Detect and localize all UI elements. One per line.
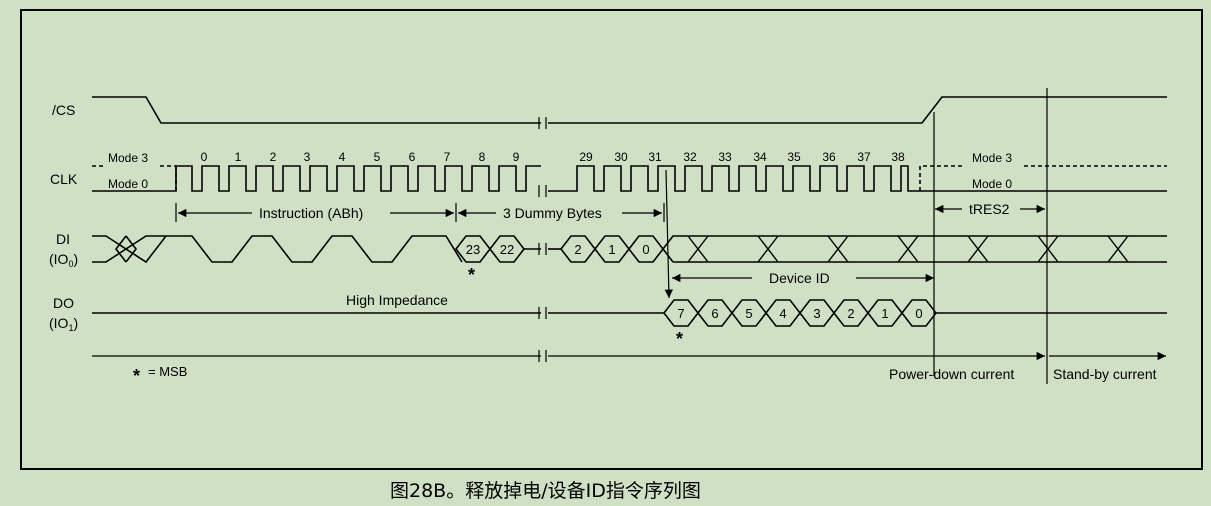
di-bit-label: 0 xyxy=(642,242,649,257)
clk-num: 6 xyxy=(409,150,416,164)
mode3-right: Mode 3 xyxy=(972,151,1012,165)
di-bit-label: 23 xyxy=(466,242,480,257)
msb-asterisk-do: * xyxy=(676,329,683,349)
do-bit-label: 4 xyxy=(779,306,786,321)
clk-waveform-right xyxy=(548,165,1167,192)
do-io-label: (IO1) xyxy=(49,315,78,333)
diagram-frame xyxy=(20,9,1203,470)
do-label: DO xyxy=(53,295,74,311)
clk-num: 9 xyxy=(513,150,520,164)
do-bit-label: 6 xyxy=(711,306,718,321)
high-impedance-label: High Impedance xyxy=(346,292,448,308)
mode-dashes xyxy=(92,165,1167,191)
clk-num: 34 xyxy=(753,150,767,164)
msb-asterisk-di: * xyxy=(468,265,475,285)
clk-num: 1 xyxy=(235,150,242,164)
clk-num: 33 xyxy=(718,150,732,164)
di-bit-label: 2 xyxy=(574,242,581,257)
do-bit-label: 5 xyxy=(745,306,752,321)
standby-label: Stand-by current xyxy=(1053,366,1157,382)
clk-num: 8 xyxy=(479,150,486,164)
clk-num: 36 xyxy=(822,150,836,164)
mode0-right: Mode 0 xyxy=(972,177,1012,191)
instruction-label: Instruction (ABh) xyxy=(259,205,363,221)
di-bit-label: 1 xyxy=(608,242,615,257)
msb-asterisk-legend: * xyxy=(133,366,140,386)
clk-num: 32 xyxy=(683,150,697,164)
break-marks xyxy=(538,117,547,362)
clk-num: 0 xyxy=(201,150,208,164)
clk-num: 4 xyxy=(339,150,346,164)
di-label: DI xyxy=(56,231,70,247)
clk-num: 31 xyxy=(648,150,662,164)
mode3-left: Mode 3 xyxy=(108,151,148,165)
di-bit-label: 22 xyxy=(500,242,514,257)
dummy-label: 3 Dummy Bytes xyxy=(503,205,602,221)
clk-num: 5 xyxy=(374,150,381,164)
clock-numbers: 0 1 2 3 4 5 6 7 8 9 29 30 31 32 33 34 35… xyxy=(201,150,905,164)
clk-num: 35 xyxy=(787,150,801,164)
clk-num: 2 xyxy=(270,150,277,164)
cs-label: /CS xyxy=(52,102,75,118)
clk-num: 30 xyxy=(614,150,628,164)
do-start-arrow xyxy=(664,169,674,299)
figure-caption: 图28B。释放掉电/设备ID指令序列图 xyxy=(390,480,701,502)
clk-waveform-left xyxy=(92,165,541,192)
do-bit-label: 1 xyxy=(881,306,888,321)
di-waveform-left xyxy=(92,235,463,264)
mode0-left: Mode 0 xyxy=(108,177,148,191)
do-bit-label: 0 xyxy=(915,306,922,321)
clk-num: 3 xyxy=(304,150,311,164)
clk-label: CLK xyxy=(50,171,78,187)
clk-num: 7 xyxy=(444,150,451,164)
clk-num: 29 xyxy=(579,150,593,164)
msb-note: = MSB xyxy=(148,364,187,379)
clk-num: 37 xyxy=(857,150,871,164)
device-id-label: Device ID xyxy=(769,270,830,286)
do-bit-label: 7 xyxy=(677,306,684,321)
power-down-label: Power-down current xyxy=(889,366,1014,382)
di-io-label: (IO0) xyxy=(49,251,78,269)
clk-num: 38 xyxy=(891,150,905,164)
do-bit-label: 3 xyxy=(813,306,820,321)
tres2-label: tRES2 xyxy=(969,201,1010,217)
cs-waveform xyxy=(92,96,1167,124)
do-bit-label: 2 xyxy=(847,306,854,321)
di-crossings xyxy=(687,235,1129,263)
